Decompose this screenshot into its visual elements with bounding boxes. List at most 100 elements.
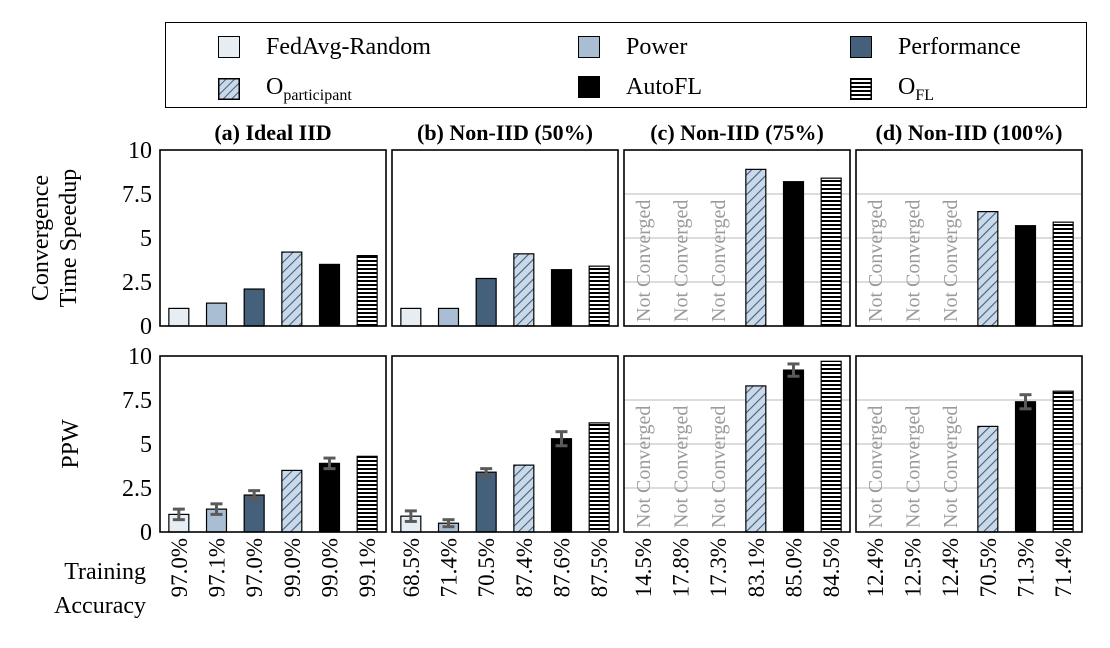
legend-swatch-performance <box>850 36 872 58</box>
accuracy-label: 17.8% <box>669 538 694 597</box>
panel-ppw-0: 97.0% 97.1% 97.0% 99.0% 99.0% 99.1% 0 2.5 5 7.5 10 <box>122 344 387 597</box>
legend-swatch-fedavg <box>218 36 240 58</box>
bar <box>977 425 999 533</box>
bar <box>1052 390 1074 533</box>
bar <box>588 422 610 533</box>
y-tick-label: 7.5 <box>122 388 152 414</box>
bar <box>475 471 497 533</box>
accuracy-label: 99.0% <box>280 538 305 597</box>
y-axis-label-ppw-line: PPW <box>58 419 84 469</box>
not-converged-label: Not Converged <box>865 200 887 322</box>
panel-title: (c) Non-IID (75%) <box>650 120 824 145</box>
accuracy-label: 12.5% <box>901 538 926 597</box>
accuracy-label: 68.5% <box>399 538 424 597</box>
bar <box>782 181 805 327</box>
accuracy-label: 70.5% <box>976 538 1001 597</box>
accuracy-row-label: Accuracy <box>54 593 146 619</box>
legend-item-power: Power <box>578 35 687 59</box>
legend-item-fedavg: FedAvg-Random <box>218 35 431 59</box>
accuracy-label: 87.4% <box>512 538 537 597</box>
bar <box>1052 221 1074 327</box>
bar <box>475 277 497 327</box>
accuracy-label: 17.3% <box>706 538 731 597</box>
bar <box>745 168 767 327</box>
not-converged-label: Not Converged <box>865 406 887 528</box>
accuracy-label: 12.4% <box>938 538 963 597</box>
accuracy-label: 83.1% <box>744 538 769 597</box>
panel-frame <box>855 355 1083 533</box>
panel-ppw-1: 68.5% 71.4% 70.5% 87.4% 87.6% 87.5% <box>391 355 619 597</box>
panel-frame <box>391 149 619 327</box>
bar <box>400 307 422 327</box>
legend-swatch-power <box>578 36 600 58</box>
accuracy-label: 85.0% <box>782 538 807 597</box>
not-converged-label: Not Converged <box>940 406 962 528</box>
bar <box>1014 225 1037 327</box>
y-axis-label-ppw: PPW <box>58 419 84 469</box>
legend-label-autofl: AutoFL <box>626 74 703 100</box>
accuracy-label: 14.5% <box>631 538 656 597</box>
panel-ppw-2: Not Converged 14.5% Not Converged 17.8% Not … <box>623 355 851 597</box>
bar <box>168 307 190 327</box>
not-converged-label: Not Converged <box>903 200 925 322</box>
accuracy-label: 97.0% <box>167 538 192 597</box>
panel-frame <box>623 355 851 533</box>
legend-swatch-oparticipant <box>218 78 240 101</box>
accuracy-label: 71.4% <box>437 538 462 597</box>
y-tick-label: 5 <box>140 432 152 458</box>
bar <box>356 255 378 327</box>
accuracy-label: 12.4% <box>863 538 888 597</box>
bar <box>588 265 610 327</box>
y-tick-label: 10 <box>128 344 152 370</box>
not-converged-label: Not Converged <box>708 406 730 528</box>
not-converged-label: Not Converged <box>940 200 962 322</box>
legend-label-ofl: OFL <box>898 74 935 104</box>
bar <box>281 469 303 533</box>
y-tick-label: 0 <box>140 520 152 546</box>
not-converged-label: Not Converged <box>708 200 730 322</box>
accuracy-label: 99.1% <box>355 538 380 597</box>
bar <box>820 177 842 327</box>
panel-speedup-1: (b) Non-IID (50%) <box>391 120 619 327</box>
panel-ppw-3: Not Converged 12.4% Not Converged 12.5% Not … <box>855 355 1083 597</box>
panel-speedup-3: Not Converged Not Converged Not Converged (… <box>855 120 1083 327</box>
panel-speedup-2: Not Converged Not Converged Not Converged (… <box>623 120 851 327</box>
accuracy-label: 99.0% <box>318 538 343 597</box>
panel-title: (b) Non-IID (50%) <box>417 120 593 145</box>
bar <box>550 438 573 533</box>
panel-speedup-0: 0 2.5 5 7.5 10 (a) Ideal IID <box>122 120 387 340</box>
y-tick-label: 0 <box>140 314 152 340</box>
bar <box>437 307 460 327</box>
legend-swatch-ofl <box>850 78 872 101</box>
y-axis-label-speedup-line: Convergence <box>28 175 54 301</box>
legend-label-fedavg: FedAvg-Random <box>266 34 431 60</box>
not-converged-label: Not Converged <box>903 406 925 528</box>
bar <box>205 302 228 327</box>
bar <box>356 455 378 533</box>
accuracy-label: 97.1% <box>205 538 230 597</box>
bar <box>782 369 805 533</box>
bar <box>513 253 535 327</box>
panel-title: (a) Ideal IID <box>214 120 331 145</box>
bar <box>513 464 535 533</box>
legend-label-performance: Performance <box>898 34 1021 60</box>
bar <box>977 211 999 327</box>
y-tick-label: 10 <box>128 138 152 164</box>
accuracy-label: 71.3% <box>1014 538 1039 597</box>
bar <box>318 263 341 327</box>
bar <box>1014 401 1037 533</box>
bar <box>820 360 842 533</box>
bar <box>281 251 303 327</box>
legend-label-power: Power <box>626 34 688 60</box>
bar <box>243 288 265 327</box>
not-converged-label: Not Converged <box>633 200 655 322</box>
panel-frame <box>159 149 387 327</box>
bar <box>550 269 573 327</box>
y-axis-label-speedup-line: Time Speedup <box>56 169 82 307</box>
accuracy-label: 87.6% <box>550 538 575 597</box>
legend-item-performance: Performance <box>850 35 1021 59</box>
chart-layer: 0 2.5 5 7.5 10 (a) Ideal IID (b) Non-IID (50%)… <box>28 120 1083 619</box>
accuracy-label: 97.0% <box>242 538 267 597</box>
panel-frame <box>391 355 619 533</box>
y-tick-label: 5 <box>140 226 152 252</box>
